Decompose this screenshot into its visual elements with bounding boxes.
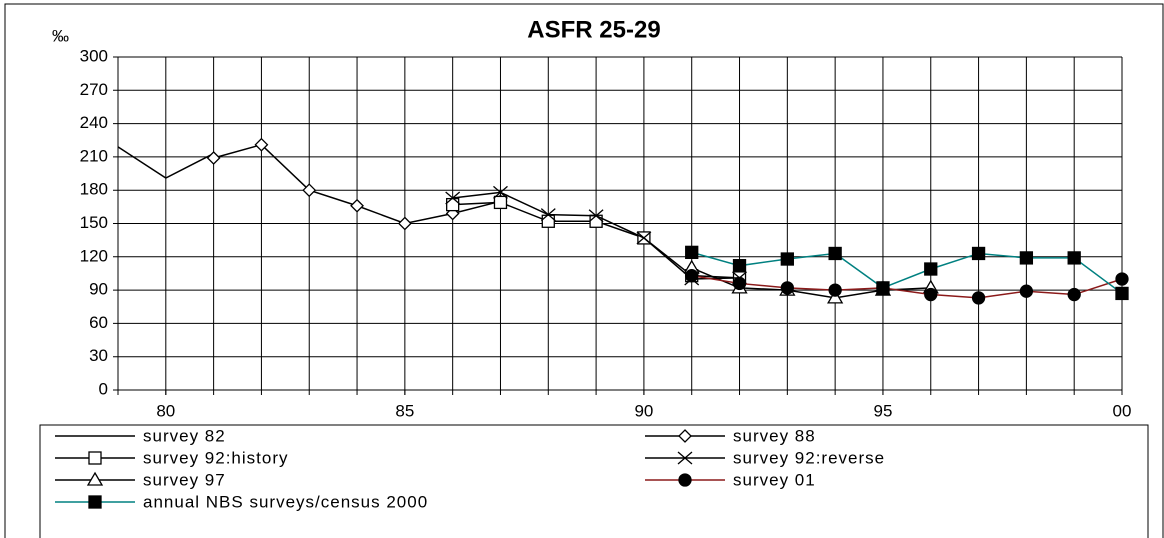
y-tick-label: 0 xyxy=(99,379,108,398)
legend-label: survey 88 xyxy=(733,426,816,445)
marker xyxy=(1019,284,1034,298)
marker xyxy=(924,287,938,302)
y-tick-label: 120 xyxy=(80,246,108,265)
y-tick-label: 90 xyxy=(89,280,108,299)
marker xyxy=(677,451,693,465)
marker xyxy=(732,276,747,291)
marker xyxy=(828,283,842,297)
marker xyxy=(588,209,604,223)
marker xyxy=(445,191,461,205)
marker xyxy=(1115,286,1129,301)
marker xyxy=(493,185,508,199)
marker xyxy=(924,262,938,276)
y-tick-label: 150 xyxy=(80,213,108,232)
marker xyxy=(780,252,794,266)
marker xyxy=(780,281,794,295)
marker xyxy=(1067,287,1081,302)
marker xyxy=(1019,251,1034,265)
y-axis-label: ‰ xyxy=(52,26,69,45)
marker xyxy=(1067,251,1081,265)
marker xyxy=(685,269,699,283)
marker xyxy=(541,214,555,228)
marker xyxy=(302,183,317,198)
marker xyxy=(350,198,364,213)
y-tick-label: 270 xyxy=(80,80,108,99)
series-line xyxy=(117,146,214,179)
y-tick-label: 60 xyxy=(89,313,108,332)
x-tick-label: 90 xyxy=(634,401,653,420)
marker xyxy=(88,451,102,465)
marker xyxy=(206,151,221,165)
marker xyxy=(86,471,104,486)
x-tick-label: 95 xyxy=(873,401,892,420)
y-tick-label: 180 xyxy=(80,180,108,199)
marker xyxy=(88,495,102,509)
legend-label: survey 92:history xyxy=(143,448,289,467)
marker xyxy=(876,281,890,295)
legend xyxy=(39,424,1149,538)
legend-label: survey 82 xyxy=(143,426,226,445)
x-tick-label: 85 xyxy=(395,401,414,420)
x-tick-label: 80 xyxy=(156,401,175,420)
legend-label: survey 97 xyxy=(143,470,226,489)
marker xyxy=(540,208,556,222)
marker xyxy=(1115,272,1129,286)
marker xyxy=(397,216,412,231)
marker xyxy=(446,197,460,212)
legend-label: survey 01 xyxy=(733,470,816,489)
marker xyxy=(828,246,842,261)
x-tick-label: 00 xyxy=(1113,401,1132,420)
legend-label: annual NBS surveys/census 2000 xyxy=(143,492,428,511)
marker xyxy=(493,195,508,210)
marker xyxy=(636,231,652,245)
series-line xyxy=(691,274,1123,299)
marker xyxy=(254,137,269,152)
marker xyxy=(971,291,986,305)
marker xyxy=(827,289,844,304)
marker xyxy=(971,246,986,261)
y-tick-label: 30 xyxy=(89,346,108,365)
y-tick-label: 240 xyxy=(80,113,108,132)
y-tick-label: 300 xyxy=(80,46,108,65)
series-line xyxy=(691,251,1123,295)
chart-frame xyxy=(4,3,1164,538)
y-tick-label: 210 xyxy=(80,146,108,165)
marker xyxy=(678,429,692,443)
chart-title: ASFR 25-29 xyxy=(527,16,660,43)
marker xyxy=(732,259,747,273)
marker xyxy=(678,473,692,487)
marker xyxy=(685,245,699,260)
legend-label: survey 92:reverse xyxy=(733,448,885,467)
